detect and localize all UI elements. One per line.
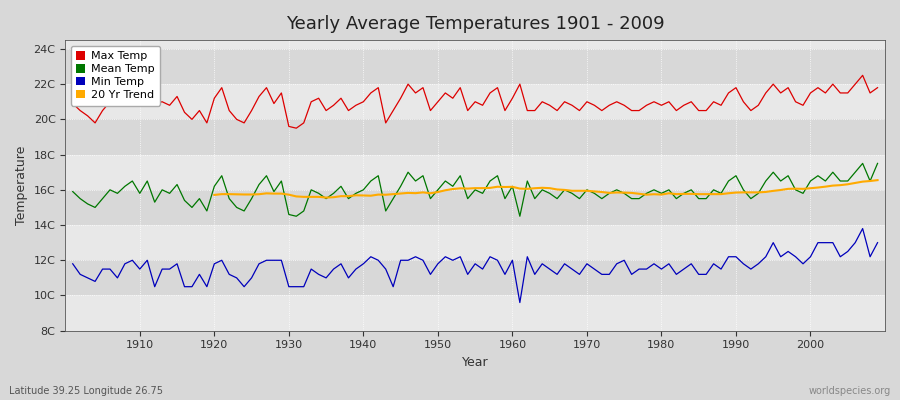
Bar — [66, 119, 885, 154]
Bar — [66, 296, 885, 331]
Bar — [66, 84, 885, 119]
Bar — [66, 260, 885, 296]
Title: Yearly Average Temperatures 1901 - 2009: Yearly Average Temperatures 1901 - 2009 — [286, 15, 664, 33]
Y-axis label: Temperature: Temperature — [15, 146, 28, 225]
Text: Latitude 39.25 Longitude 26.75: Latitude 39.25 Longitude 26.75 — [9, 386, 163, 396]
Bar — [66, 154, 885, 190]
Bar — [66, 49, 885, 84]
Bar — [66, 190, 885, 225]
Legend: Max Temp, Mean Temp, Min Temp, 20 Yr Trend: Max Temp, Mean Temp, Min Temp, 20 Yr Tre… — [71, 46, 160, 106]
Bar — [66, 225, 885, 260]
X-axis label: Year: Year — [462, 356, 489, 369]
Text: worldspecies.org: worldspecies.org — [809, 386, 891, 396]
